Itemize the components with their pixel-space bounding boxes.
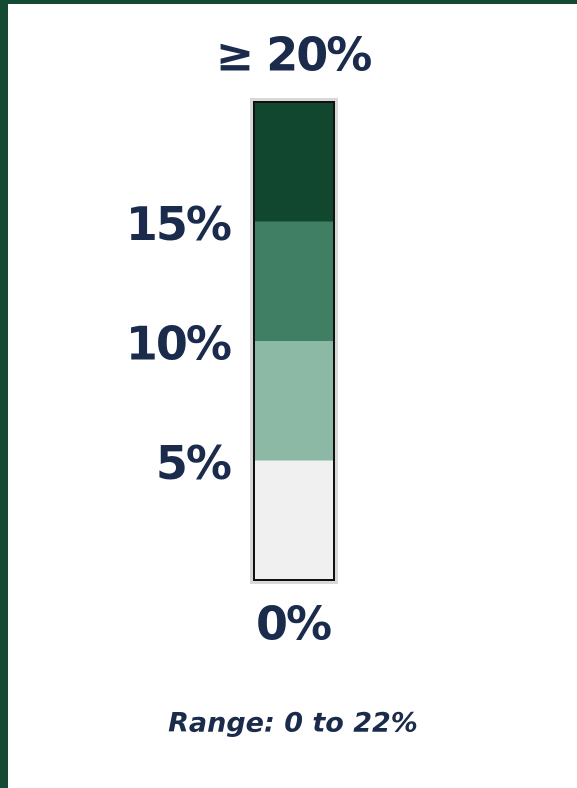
color-bar [250, 98, 338, 584]
tick-label: 5% [156, 436, 231, 490]
color-band [254, 460, 334, 581]
color-band [254, 221, 334, 342]
range-note: Range: 0 to 22% [168, 708, 418, 739]
top-label: ≥ 20% [216, 28, 372, 82]
top-border [0, 0, 577, 4]
color-band [254, 341, 334, 461]
tick-label: 15% [126, 197, 231, 251]
color-band [254, 102, 334, 222]
left-border [0, 0, 8, 788]
bottom-label: 0% [256, 597, 331, 651]
tick-label: 10% [126, 317, 231, 371]
bar-outline [253, 101, 335, 581]
